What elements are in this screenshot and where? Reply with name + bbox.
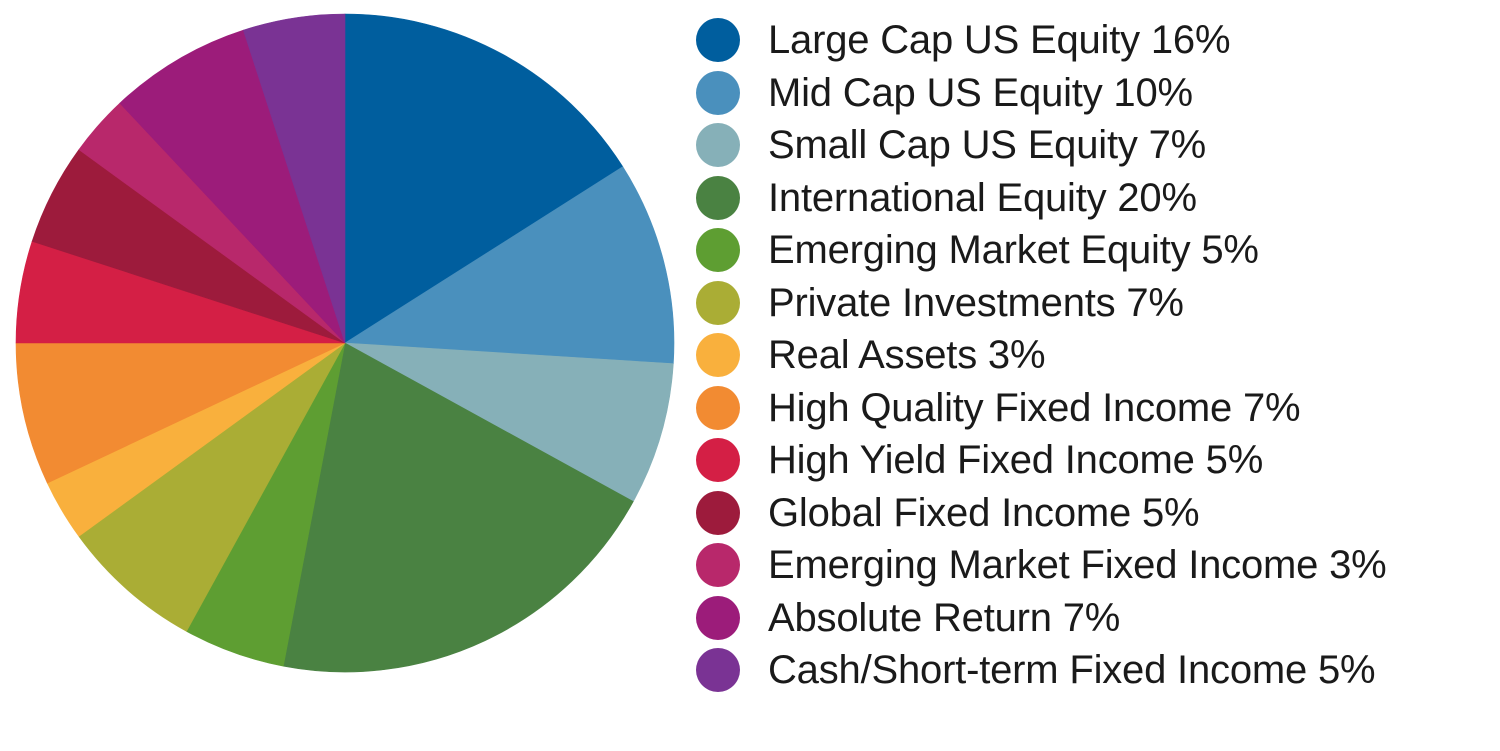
legend-swatch [696, 385, 740, 430]
legend-item: Absolute Return 7% [696, 592, 1496, 645]
legend-label: Mid Cap US Equity 10% [768, 70, 1193, 115]
pie-slice [15, 342, 346, 484]
legend-item: Emerging Market Fixed Income 3% [696, 539, 1496, 592]
legend-swatch [696, 175, 740, 220]
legend-item: High Yield Fixed Income 5% [696, 434, 1496, 487]
legend-item: International Equity 20% [696, 172, 1496, 225]
pie-slice [344, 166, 675, 364]
legend-label: Global Fixed Income 5% [768, 490, 1200, 535]
pie-slice [344, 13, 624, 344]
legend-item: High Quality Fixed Income 7% [696, 382, 1496, 435]
legend-swatch [696, 438, 740, 483]
legend-swatch [696, 333, 740, 378]
legend-label: Large Cap US Equity 16% [768, 18, 1231, 63]
legend-swatch [696, 280, 740, 325]
legend-item: Mid Cap US Equity 10% [696, 67, 1496, 120]
legend-label: High Quality Fixed Income 7% [768, 385, 1301, 430]
legend-swatch [696, 228, 740, 273]
legend-item: Large Cap US Equity 16% [696, 14, 1496, 67]
legend-item: Small Cap US Equity 7% [696, 119, 1496, 172]
pie-slice [283, 342, 634, 673]
pie-slice [78, 342, 346, 632]
legend-swatch [696, 70, 740, 115]
legend-label: Emerging Market Equity 5% [768, 228, 1259, 273]
pie-chart-svg [15, 13, 675, 673]
legend-label: Private Investments 7% [768, 280, 1184, 325]
legend-swatch [696, 648, 740, 693]
legend-label: International Equity 20% [768, 175, 1197, 220]
pie-slice [344, 342, 674, 502]
legend-item: Emerging Market Equity 5% [696, 224, 1496, 277]
legend-swatch [696, 595, 740, 640]
legend-swatch [696, 490, 740, 535]
pie-chart [10, 8, 680, 678]
legend-item: Private Investments 7% [696, 277, 1496, 330]
legend-label: Emerging Market Fixed Income 3% [768, 543, 1387, 588]
legend-label: Cash/Short-term Fixed Income 5% [768, 648, 1376, 693]
legend-label: Small Cap US Equity 7% [768, 123, 1207, 168]
legend-label: Absolute Return 7% [768, 595, 1121, 640]
legend-item: Real Assets 3% [696, 329, 1496, 382]
legend-item: Cash/Short-term Fixed Income 5% [696, 644, 1496, 697]
chart-legend: Large Cap US Equity 16% Mid Cap US Equity… [696, 14, 1496, 697]
pie-slice [242, 13, 346, 344]
legend-swatch [696, 18, 740, 63]
legend-swatch [696, 543, 740, 588]
legend-label: High Yield Fixed Income 5% [768, 438, 1264, 483]
pie-slice [119, 29, 346, 344]
legend-item: Global Fixed Income 5% [696, 487, 1496, 540]
legend-label: Real Assets 3% [768, 333, 1046, 378]
legend-swatch [696, 123, 740, 168]
